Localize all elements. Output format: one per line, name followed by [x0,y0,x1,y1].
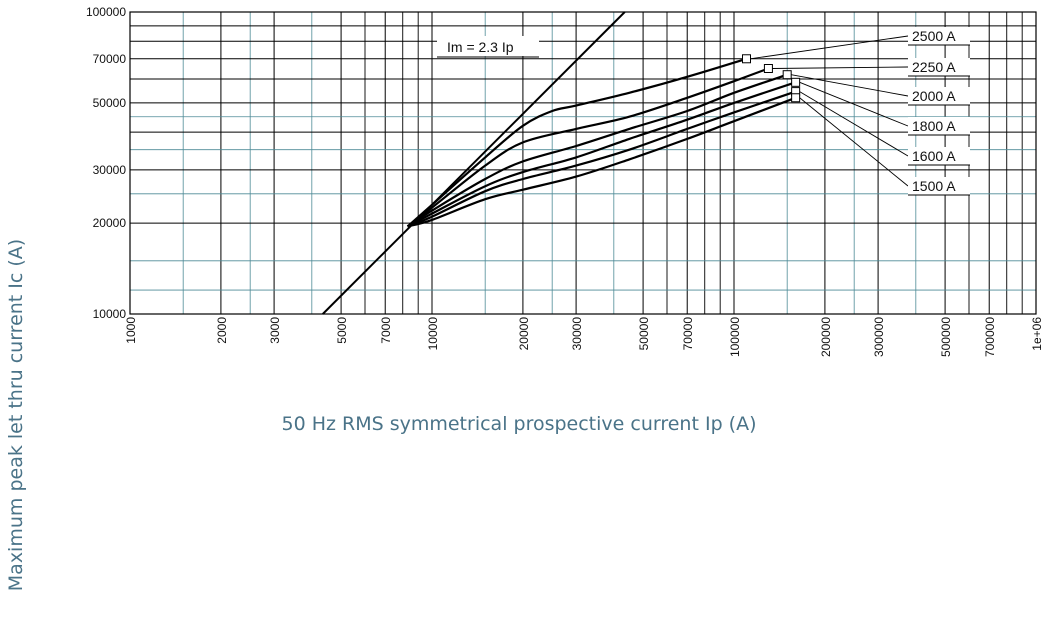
x-tick-label: 50000 [637,317,651,351]
series-label-bg [908,147,970,165]
series-end-marker [791,93,801,103]
x-tick-label: 500000 [939,317,953,357]
series-label: 2500 A [912,28,956,44]
series-leader-line [799,97,909,187]
x-tick-label: 1e+06 [1030,317,1043,351]
series-label: 2250 A [912,59,956,75]
series-line [407,73,788,228]
series-leader-line [750,35,909,60]
x-tick-label: 7000 [379,317,393,344]
y-axis-label: Maximum peak let thru current Ic (A) [5,239,27,591]
reference-line [322,11,626,315]
x-tick-label: 300000 [872,317,886,357]
series-label-bg [908,177,970,195]
y-tick-label: 30000 [93,163,127,177]
x-tick-label: 5000 [335,317,349,344]
plot-frame [129,11,1037,315]
series-line [407,90,796,228]
series-label-bg [908,117,970,135]
series-label-bg [908,87,970,105]
series-line [407,81,796,228]
series-end-marker [742,54,752,64]
y-tick-labels: 10000 20000 30000 50000 70000 100000 [86,5,126,321]
series-leader-line [799,81,909,127]
x-tick-label: 200000 [819,317,833,357]
x-tick-label: 1000 [124,317,138,344]
y-tick-label: 10000 [93,307,127,321]
y-tick-label: 50000 [93,96,127,110]
series-line [406,57,747,228]
series-end-marker [791,77,801,87]
reference-line-group: Im = 2.3 Ip [322,11,626,315]
y-tick-label: 70000 [93,52,127,66]
x-tick-label: 30000 [570,317,584,351]
x-tick-label: 700000 [983,317,997,357]
series-line [407,96,796,228]
series-leader-line [791,74,909,97]
reference-line-label: Im = 2.3 Ip [447,39,514,55]
series-end-marker [763,64,773,74]
series-label-bg [908,58,970,76]
y-tick-label: 20000 [93,216,127,230]
series-label-bg [908,27,970,45]
series-end-marker [782,70,792,80]
x-tick-label: 10000 [426,317,440,351]
series-group [406,54,801,228]
x-tick-label: 100000 [728,317,742,357]
series-label: 1800 A [912,118,956,134]
x-axis-label: 50 Hz RMS symmetrical prospective curren… [282,413,757,435]
x-tick-label: 70000 [681,317,695,351]
series-label: 1600 A [912,148,956,164]
series-leader-line [799,91,909,157]
x-tick-label: 3000 [268,317,282,344]
series-labels: 2500 A 2250 A 2000 A 1800 A 1600 A 1500 A [750,27,970,196]
x-tick-labels: 1000 2000 3000 5000 7000 10000 20000 30000 50000… [124,317,1043,357]
x-tick-label: 20000 [517,317,531,351]
reference-label-bg [437,36,539,56]
x-tick-label: 2000 [215,317,229,344]
series-line [406,67,769,228]
series-label: 1500 A [912,178,956,194]
series-leader-line [772,66,909,69]
y-tick-label: 100000 [86,5,126,19]
series-label: 2000 A [912,88,956,104]
